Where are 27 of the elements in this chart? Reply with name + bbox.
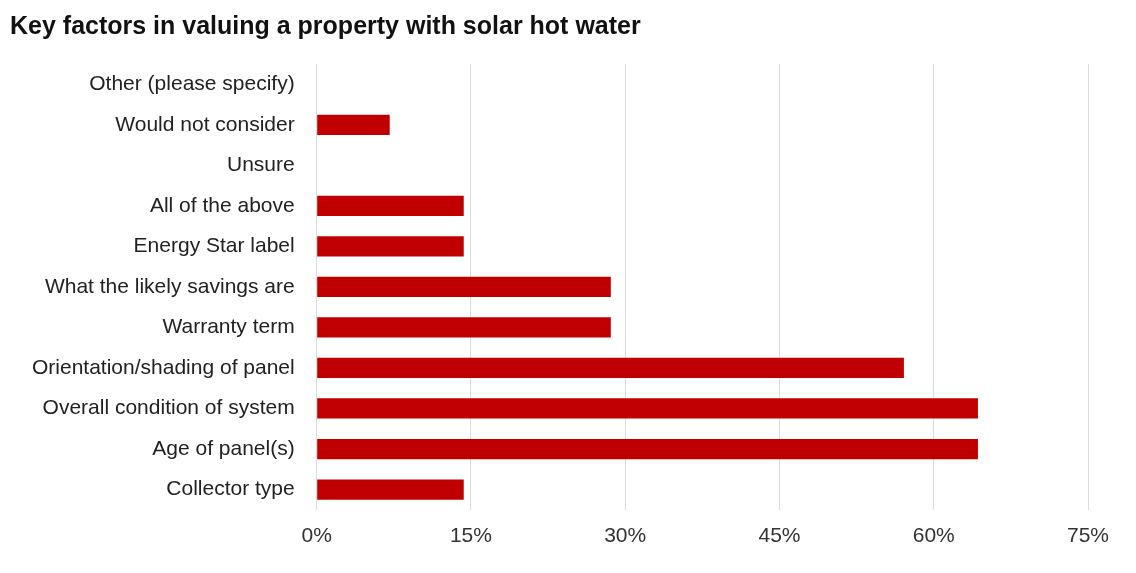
y-tick-label: Overall condition of system xyxy=(42,395,295,419)
x-tick-label: 30% xyxy=(604,523,647,547)
y-tick-label: Collector type xyxy=(166,476,295,500)
y-tick-label: Age of panel(s) xyxy=(152,435,295,459)
x-tick-label: 45% xyxy=(758,523,801,547)
bar xyxy=(317,236,464,257)
x-tick-label: 0% xyxy=(301,523,332,547)
y-tick-label: Would not consider xyxy=(115,111,295,135)
x-tick-label: 15% xyxy=(449,523,492,547)
y-tick-label: Warranty term xyxy=(162,314,295,338)
bar xyxy=(317,276,611,298)
y-tick-label: All of the above xyxy=(149,192,295,216)
bar xyxy=(317,479,464,500)
x-tick-label: 75% xyxy=(1066,523,1110,547)
y-tick-label: Unsure xyxy=(226,152,295,176)
x-tick-label: 60% xyxy=(912,523,955,547)
chart-title: Key factors in valuing a property with solar hot water xyxy=(10,10,641,39)
bar xyxy=(317,195,464,216)
y-tick-label: What the likely savings are xyxy=(44,273,295,297)
y-tick-label: Energy Star label xyxy=(133,233,295,257)
y-tick-label: Orientation/shading of panel xyxy=(32,354,295,378)
bar xyxy=(317,357,904,379)
bar xyxy=(317,398,978,419)
y-tick-label: Other (please specify) xyxy=(89,71,295,95)
bar xyxy=(317,438,978,460)
bar xyxy=(317,114,390,135)
bar xyxy=(317,317,611,338)
